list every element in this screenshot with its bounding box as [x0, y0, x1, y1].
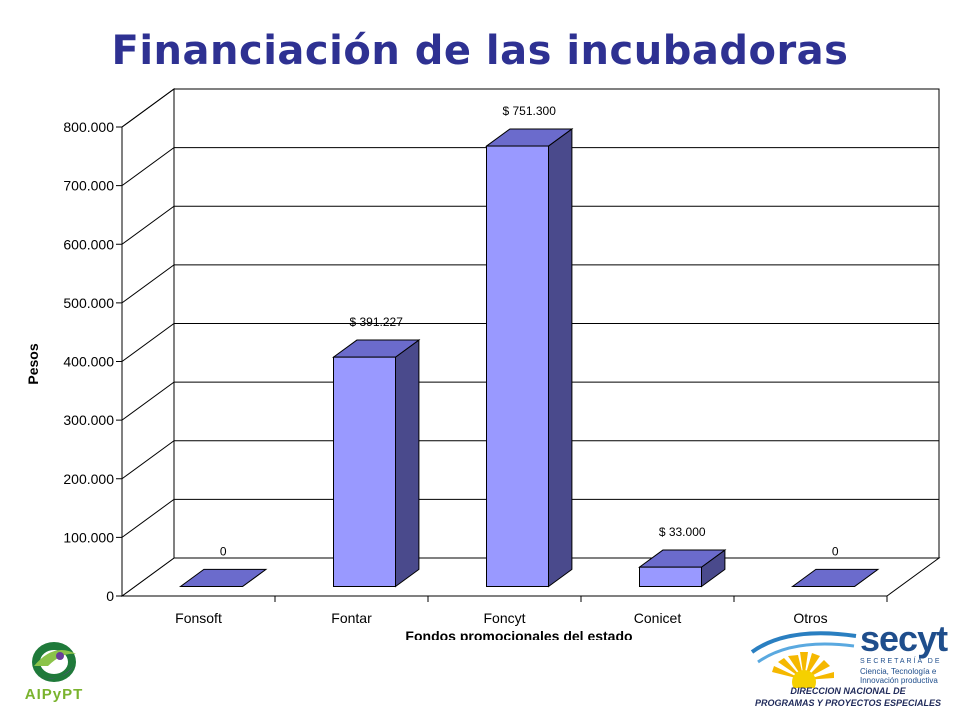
y-tick-label: 300.000: [63, 412, 114, 428]
y-tick-label: 800.000: [63, 119, 114, 135]
x-tick-label: Fontar: [331, 610, 372, 626]
x-tick-label: Foncyt: [483, 610, 525, 626]
y-tick-label: 700.000: [63, 178, 114, 194]
bar: [484, 127, 574, 588]
chart-labels: 0 100.000 200.000 300.000 400.000 500.000 600.…: [63, 104, 838, 626]
gridline: [121, 323, 939, 362]
x-tick-label: Conicet: [634, 610, 682, 626]
sun-logo-icon: [750, 631, 857, 688]
bars: [178, 127, 880, 588]
gridline: [121, 147, 939, 187]
data-label: 0: [832, 544, 839, 558]
gridline: [121, 498, 939, 538]
bar-side: [548, 127, 573, 588]
gridline: [121, 381, 939, 421]
secyt-logo: secyt SECRETARÍA DE Ciencia, Tecnología …: [748, 618, 948, 714]
bar: [331, 339, 421, 588]
gridline: [121, 205, 939, 245]
bar: [637, 549, 727, 588]
secyt-secretaria: SECRETARÍA DE: [860, 658, 942, 665]
page-title: Financiación de las incubadoras: [111, 28, 849, 74]
bar-top: [178, 568, 268, 587]
y-tick-label: 500.000: [63, 295, 114, 311]
bar: [790, 568, 880, 587]
secyt-subtitle: Ciencia, Tecnología e Innovación product…: [860, 667, 938, 685]
bar: [178, 568, 268, 587]
bar-chart: 0 100.000 200.000 300.000 400.000 500.000 600.…: [25, 88, 941, 640]
secyt-wordmark: secyt: [860, 618, 948, 659]
bar-side: [395, 339, 420, 588]
y-axis-title: Pesos: [25, 343, 41, 384]
bar-front: [486, 145, 549, 587]
bar-top: [790, 568, 880, 587]
aipypt-logo-text: AIPyPT: [24, 686, 84, 703]
data-label: $ 751.300: [503, 104, 557, 118]
y-tick-label: 600.000: [63, 236, 114, 252]
y-tick-label: 400.000: [63, 354, 114, 370]
direccion-line-1: DIRECCION NACIONAL DE: [790, 686, 906, 696]
chart-axes: [116, 126, 888, 602]
y-tick-label: 100.000: [63, 529, 114, 545]
gridline: [121, 264, 939, 304]
data-label: $ 391.227: [350, 315, 404, 329]
data-label: 0: [220, 544, 227, 558]
direccion-line-2: PROGRAMAS Y PROYECTOS ESPECIALES: [754, 698, 942, 708]
y-tick-label: 200.000: [63, 471, 114, 487]
aipypt-logo: AIPyPT: [14, 636, 94, 710]
gridline: [121, 440, 939, 480]
bar-front: [333, 356, 396, 587]
gridlines: [121, 88, 939, 538]
x-tick-label: Fonsoft: [175, 610, 222, 626]
data-label: $ 33.000: [659, 525, 706, 539]
bar-front: [639, 566, 702, 587]
gridline: [121, 88, 939, 128]
x-tick-label: Otros: [793, 610, 827, 626]
x-axis-title: Fondos promocionales del estado: [405, 628, 632, 640]
aipypt-emblem-icon: [32, 642, 76, 682]
y-tick-label: 0: [106, 588, 114, 604]
